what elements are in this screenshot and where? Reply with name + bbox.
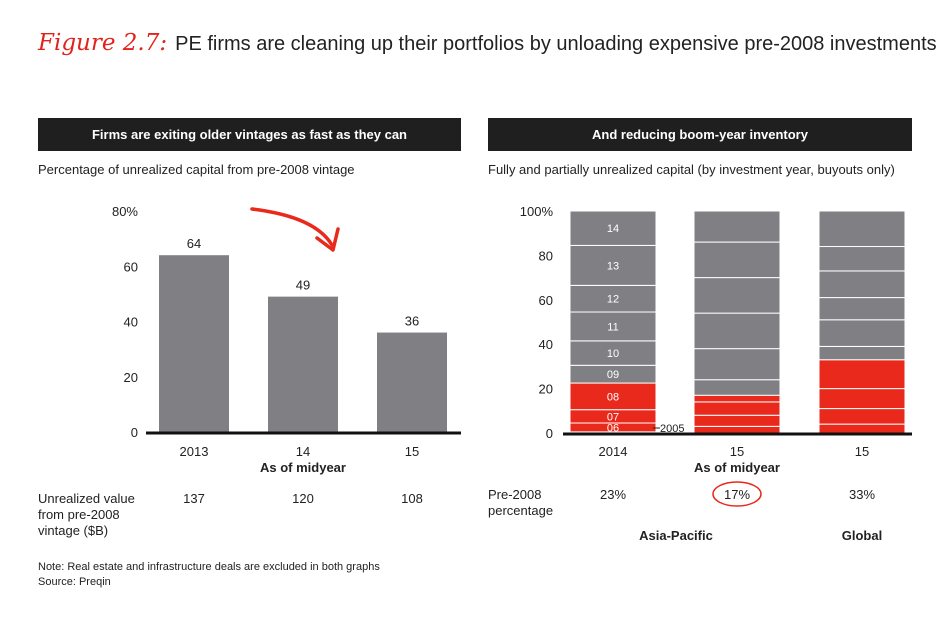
stacked-bar-segment [569, 210, 657, 246]
left-bar [159, 255, 229, 432]
stacked-bar-segment [569, 284, 657, 313]
left-table-row-label: from pre-2008 [38, 507, 120, 522]
stacked-segment-label: 13 [607, 260, 619, 272]
stacked-bar-segment [818, 423, 906, 434]
left-table-value: 108 [401, 491, 423, 506]
left-x-tick: 14 [296, 444, 310, 459]
left-table-row-label: Unrealized value [38, 491, 135, 506]
highlight-circle-icon [712, 481, 762, 507]
group-label-global: Global [842, 528, 882, 543]
footnote: Note: Real estate and infrastructure dea… [38, 560, 380, 590]
right-x-tick: 15 [855, 444, 869, 459]
stacked-bar-segment [818, 345, 906, 361]
right-x-axis-title: As of midyear [694, 460, 780, 475]
stacked-bar-segment [818, 297, 906, 321]
stacked-segment-label: 09 [607, 369, 619, 381]
right-panel-header: And reducing boom-year inventory [488, 118, 912, 151]
stacked-segment-label: 08 [607, 391, 619, 403]
right-y-tick: 60 [539, 293, 553, 308]
left-y-tick: 60 [124, 259, 138, 274]
right-table-value: 17% [724, 487, 750, 502]
left-bar [377, 332, 447, 432]
right-table-row-label: Pre-2008 [488, 487, 541, 502]
stacked-bar-segment [693, 425, 781, 434]
figure-label: Figure 2.7: [38, 30, 168, 56]
left-y-tick: 80% [112, 204, 138, 219]
right-table-value: 23% [600, 487, 626, 502]
left-subtitle: Percentage of unrealized capital from pr… [38, 162, 355, 177]
stacked-bar-segment [818, 270, 906, 299]
left-bar-value-label: 64 [187, 236, 201, 251]
right-subtitle: Fully and partially unrealized capital (… [488, 162, 895, 177]
stacked-segment-label: 07 [607, 411, 619, 423]
stacked-segment-label: 10 [607, 348, 619, 360]
stacked-bar-segment [818, 246, 906, 272]
stacked-bar-segment [693, 414, 781, 427]
red-arrowhead-icon [315, 227, 340, 252]
stacked-bar-segment [569, 311, 657, 342]
left-y-tick: 0 [131, 425, 138, 440]
stacked-bar-segment [693, 401, 781, 416]
left-bar-value-label: 49 [296, 278, 310, 293]
group-label-asia-pacific: Asia-Pacific [639, 528, 713, 543]
stacked-bar-segment [569, 244, 657, 286]
stacked-bar-segment [818, 359, 906, 390]
right-y-tick: 80 [539, 248, 553, 263]
left-x-axis-title: As of midyear [260, 460, 346, 475]
stacked-bar-segment [818, 319, 906, 347]
right-y-tick: 40 [539, 337, 553, 352]
stacked-bar-segment [818, 388, 906, 410]
red-arrow-icon [250, 207, 334, 247]
left-y-tick: 40 [124, 315, 138, 330]
stacked-segment-label: 06 [607, 422, 619, 434]
left-bar [268, 296, 338, 432]
right-y-tick: 0 [546, 426, 553, 441]
stacked-segment-label: 11 [607, 321, 618, 333]
segment-leader-label: 2005 [660, 423, 684, 435]
left-y-tick: 20 [124, 370, 138, 385]
left-x-tick: 15 [405, 444, 419, 459]
stacked-bar-segment [693, 277, 781, 314]
right-table-row-label: percentage [488, 503, 553, 518]
right-y-tick: 20 [539, 382, 553, 397]
left-table-value: 120 [292, 491, 314, 506]
left-table-value: 137 [183, 491, 205, 506]
left-x-tick: 2013 [180, 444, 209, 459]
right-y-tick: 100% [520, 204, 554, 219]
figure-title: Figure 2.7: PE firms are cleaning up thei… [38, 30, 937, 56]
right-x-tick: 15 [730, 444, 744, 459]
source-text: Source: Preqin [38, 576, 111, 588]
stacked-bar-segment [693, 348, 781, 381]
stacked-bar-segment [693, 210, 781, 243]
note-text: Note: Real estate and infrastructure dea… [38, 561, 380, 573]
stacked-bar-segment [693, 394, 781, 403]
figure-title-text: PE firms are cleaning up their portfolio… [175, 33, 937, 55]
stacked-bar-segment [693, 241, 781, 279]
right-x-tick: 2014 [599, 444, 628, 459]
stacked-bar-segment [693, 379, 781, 396]
left-panel-header: Firms are exiting older vintages as fast… [38, 118, 461, 151]
stacked-bar-segment [818, 408, 906, 425]
left-bar-value-label: 36 [405, 314, 419, 329]
stacked-segment-label: 12 [607, 294, 619, 306]
stacked-bar-segment [818, 210, 906, 248]
left-table-row-label: vintage ($B) [38, 523, 108, 538]
right-table-value: 33% [849, 487, 875, 502]
stacked-segment-label: 14 [607, 223, 619, 235]
stacked-bar-segment [693, 312, 781, 350]
